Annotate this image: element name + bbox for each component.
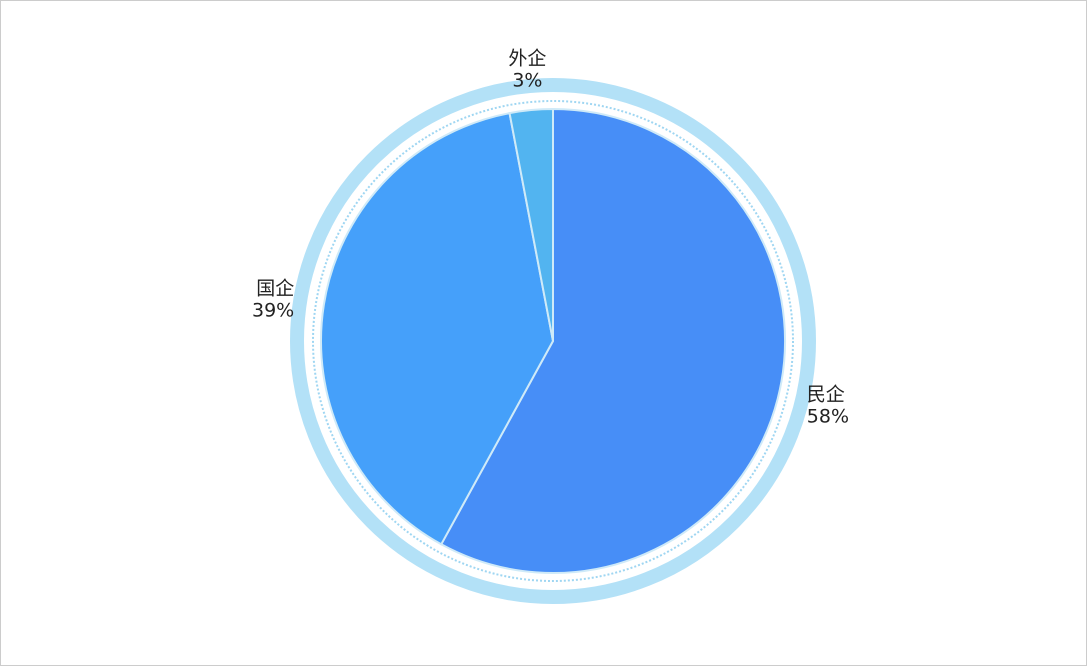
outer-ring [290, 78, 816, 604]
pie-slice [320, 111, 555, 546]
slice-value-label: 39% [252, 300, 294, 322]
slice-value-label: 58% [807, 406, 849, 428]
slice-label: 国企 [256, 278, 294, 300]
pie-slice [439, 107, 786, 574]
slice-label: 外企 [508, 48, 546, 70]
pie-slice [508, 107, 554, 342]
slices [320, 107, 786, 574]
slice-label: 民企 [807, 384, 845, 406]
slice-value-label: 3% [512, 70, 542, 92]
